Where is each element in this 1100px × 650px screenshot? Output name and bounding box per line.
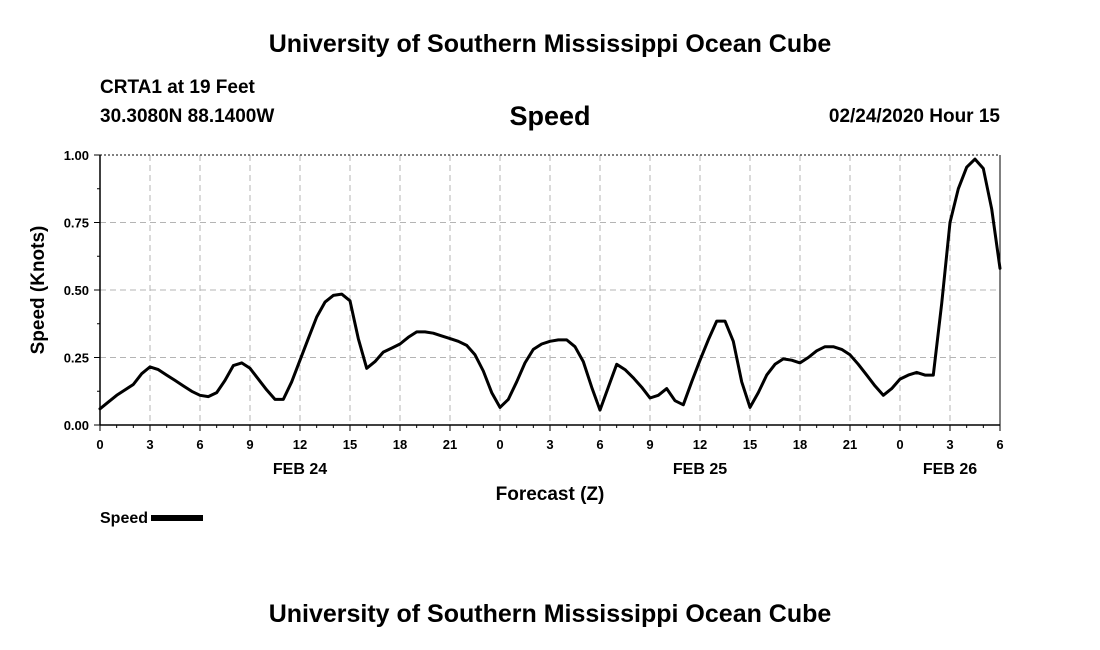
- x-tick-label-8: 0: [496, 437, 503, 452]
- legend: Speed: [100, 510, 204, 528]
- x-tick-label-7: 21: [443, 437, 457, 452]
- coordinates-label: 30.3080N 88.1400W: [100, 106, 275, 127]
- x-tick-label-12: 12: [693, 437, 707, 452]
- axes: 0.00 0.25 0.50 0.75 1.00 0 3 6 9 12 15 18 21 0 3 6 9 12 15…: [64, 148, 1004, 478]
- x-tick-label-10: 6: [596, 437, 603, 452]
- y-tick-label-0: 0.00: [64, 418, 89, 433]
- x-tick-label-9: 3: [546, 437, 553, 452]
- y-axis-title: Speed (Knots): [28, 226, 49, 355]
- x-tick-label-6: 18: [393, 437, 407, 452]
- y-tick-label-2: 0.50: [64, 283, 89, 298]
- title-top: University of Southern Mississippi Ocean…: [268, 30, 832, 58]
- x-tick-label-14: 18: [793, 437, 807, 452]
- x-tick-label-5: 15: [343, 437, 357, 452]
- chart-title: Speed: [509, 101, 591, 131]
- legend-line-swatch: [151, 514, 204, 521]
- legend-label: Speed: [100, 510, 149, 527]
- forecast-datetime: 02/24/2020 Hour 15: [828, 106, 1000, 127]
- series-line-speed: [98, 157, 1002, 412]
- x-tick-label-1: 3: [146, 437, 153, 452]
- day-label-0: FEB 24: [273, 461, 327, 478]
- x-tick-label-3: 9: [246, 437, 253, 452]
- x-tick-label-16: 0: [896, 437, 903, 452]
- series-layer: [98, 157, 1002, 412]
- x-tick-label-4: 12: [293, 437, 307, 452]
- x-tick-label-17: 3: [946, 437, 953, 452]
- y-tick-label-1: 0.25: [64, 351, 89, 366]
- x-tick-label-2: 6: [196, 437, 203, 452]
- y-tick-label-3: 0.75: [64, 216, 89, 231]
- x-tick-label-0: 0: [96, 437, 103, 452]
- x-tick-label-11: 9: [646, 437, 653, 452]
- day-label-2: FEB 26: [923, 461, 977, 478]
- x-tick-label-18: 6: [996, 437, 1003, 452]
- title-bottom: University of Southern Mississippi Ocean…: [268, 600, 832, 628]
- x-axis-title: Forecast (Z): [496, 484, 605, 505]
- x-tick-label-15: 21: [843, 437, 857, 452]
- y-tick-label-4: 1.00: [64, 148, 89, 163]
- x-tick-label-13: 15: [743, 437, 757, 452]
- station-label: CRTA1 at 19 Feet: [100, 77, 255, 98]
- day-label-1: FEB 25: [673, 461, 727, 478]
- grid-lines: [100, 155, 1000, 425]
